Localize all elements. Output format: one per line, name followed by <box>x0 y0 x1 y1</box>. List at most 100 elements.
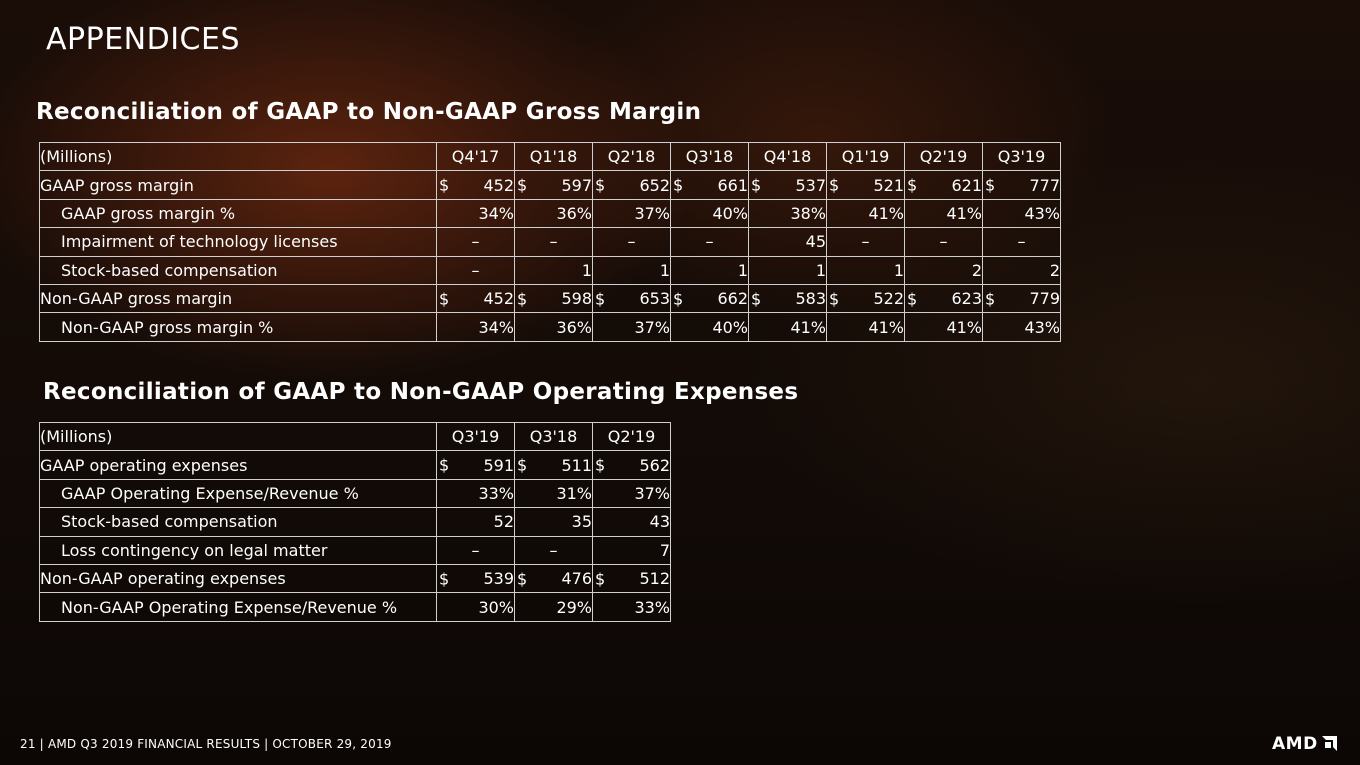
table-cell: $623 <box>904 283 983 314</box>
amd-logo-text: AMD <box>1272 734 1318 754</box>
cell-value: 583 <box>795 289 826 309</box>
currency-symbol: $ <box>439 175 450 195</box>
currency-symbol: $ <box>829 175 840 195</box>
table-cell: 33% <box>436 478 515 509</box>
unit-label: (Millions) <box>39 141 437 172</box>
column-header: Q2'18 <box>592 141 671 172</box>
table-header-row: (Millions) Q3'19 Q3'18 Q2'19 <box>39 421 671 452</box>
cell-value: 41% <box>868 203 904 223</box>
cell-value: – <box>549 232 558 252</box>
table-cell: – <box>982 227 1061 257</box>
table-cell: $653 <box>592 283 671 314</box>
table-cell: 40% <box>670 198 749 229</box>
unit-label: (Millions) <box>39 421 437 452</box>
cell-value: 1 <box>815 260 826 280</box>
column-header: Q4'17 <box>436 141 515 172</box>
cell-value: 41% <box>946 317 982 337</box>
table-row: Stock-based compensation 52 35 43 <box>39 507 671 537</box>
cell-value: 511 <box>561 455 592 475</box>
operating-expenses-section-title: Reconciliation of GAAP to Non-GAAP Opera… <box>43 379 799 405</box>
cell-value: 562 <box>639 455 670 475</box>
cell-value: 1 <box>581 260 592 280</box>
cell-value: 777 <box>1029 175 1060 195</box>
table-cell: 37% <box>592 198 671 229</box>
table-cell: 41% <box>826 312 905 342</box>
currency-symbol: $ <box>595 175 606 195</box>
cell-value: 476 <box>561 569 592 589</box>
table-cell: 43% <box>982 198 1061 229</box>
cell-value: 36% <box>556 317 592 337</box>
table-cell: – <box>670 227 749 257</box>
currency-symbol: $ <box>439 289 450 309</box>
column-header: Q3'19 <box>436 421 515 452</box>
table-row: Loss contingency on legal matter – – 7 <box>39 535 671 565</box>
table-cell: $598 <box>514 283 593 314</box>
currency-symbol: $ <box>439 569 450 589</box>
table-cell: $521 <box>826 170 905 200</box>
table-cell: – <box>514 535 593 565</box>
row-label: GAAP gross margin % <box>39 198 437 229</box>
slide-title: APPENDICES <box>46 22 240 57</box>
table-cell: – <box>592 227 671 257</box>
table-cell: 38% <box>748 198 827 229</box>
cell-value: 40% <box>712 203 748 223</box>
cell-value: 43% <box>1024 203 1060 223</box>
cell-value: 652 <box>639 175 670 195</box>
table-cell: $511 <box>514 450 593 480</box>
cell-value: – <box>939 232 948 252</box>
table-cell: $662 <box>670 283 749 314</box>
table-cell: $562 <box>592 450 671 480</box>
cell-value: 2 <box>1049 260 1060 280</box>
table-cell: 7 <box>592 535 671 565</box>
cell-value: 598 <box>561 289 592 309</box>
currency-symbol: $ <box>595 455 606 475</box>
cell-value: 37% <box>634 483 670 503</box>
table-row: GAAP Operating Expense/Revenue % 33% 31% 37… <box>39 478 671 509</box>
currency-symbol: $ <box>517 175 528 195</box>
cell-value: 662 <box>717 289 748 309</box>
table-cell: $452 <box>436 283 515 314</box>
table-cell: – <box>436 227 515 257</box>
table-row: GAAP gross margin $452 $597 $652 $661 $537 $52… <box>39 170 1061 200</box>
cell-value: 539 <box>483 569 514 589</box>
cell-value: 34% <box>478 203 514 223</box>
currency-symbol: $ <box>985 175 996 195</box>
footer-text: 21 | AMD Q3 2019 FINANCIAL RESULTS | OCT… <box>20 737 392 751</box>
table-cell: 41% <box>904 312 983 342</box>
cell-value: 37% <box>634 203 670 223</box>
cell-value: 31% <box>556 483 592 503</box>
cell-value: 43% <box>1024 317 1060 337</box>
cell-value: 521 <box>873 175 904 195</box>
table-cell: 34% <box>436 312 515 342</box>
cell-value: 41% <box>946 203 982 223</box>
table-cell: $661 <box>670 170 749 200</box>
currency-symbol: $ <box>907 175 918 195</box>
table-cell: 40% <box>670 312 749 342</box>
table-cell: – <box>826 227 905 257</box>
cell-value: 43 <box>649 512 670 532</box>
row-label: GAAP Operating Expense/Revenue % <box>39 478 437 509</box>
table-cell: 35 <box>514 507 593 537</box>
amd-arrow-icon <box>1321 736 1337 751</box>
column-header: Q1'19 <box>826 141 905 172</box>
cell-value: 40% <box>712 317 748 337</box>
column-header: Q3'19 <box>982 141 1061 172</box>
cell-value: 779 <box>1029 289 1060 309</box>
table-cell: 34% <box>436 198 515 229</box>
table-cell: $777 <box>982 170 1061 200</box>
table-row: Stock-based compensation – 1 1 1 1 1 2 2 <box>39 255 1061 285</box>
table-cell: $652 <box>592 170 671 200</box>
currency-symbol: $ <box>673 175 684 195</box>
cell-value: 597 <box>561 175 592 195</box>
column-header: Q2'19 <box>904 141 983 172</box>
gross-margin-section-title: Reconciliation of GAAP to Non-GAAP Gross… <box>36 99 702 125</box>
operating-expenses-table: (Millions) Q3'19 Q3'18 Q2'19 GAAP operating … <box>39 421 671 622</box>
table-cell: 37% <box>592 312 671 342</box>
column-header: Q4'18 <box>748 141 827 172</box>
cell-value: 38% <box>790 203 826 223</box>
currency-symbol: $ <box>517 569 528 589</box>
table-cell: 1 <box>670 255 749 285</box>
table-cell: 2 <box>982 255 1061 285</box>
table-cell: $476 <box>514 563 593 594</box>
row-label: Stock-based compensation <box>39 255 437 285</box>
